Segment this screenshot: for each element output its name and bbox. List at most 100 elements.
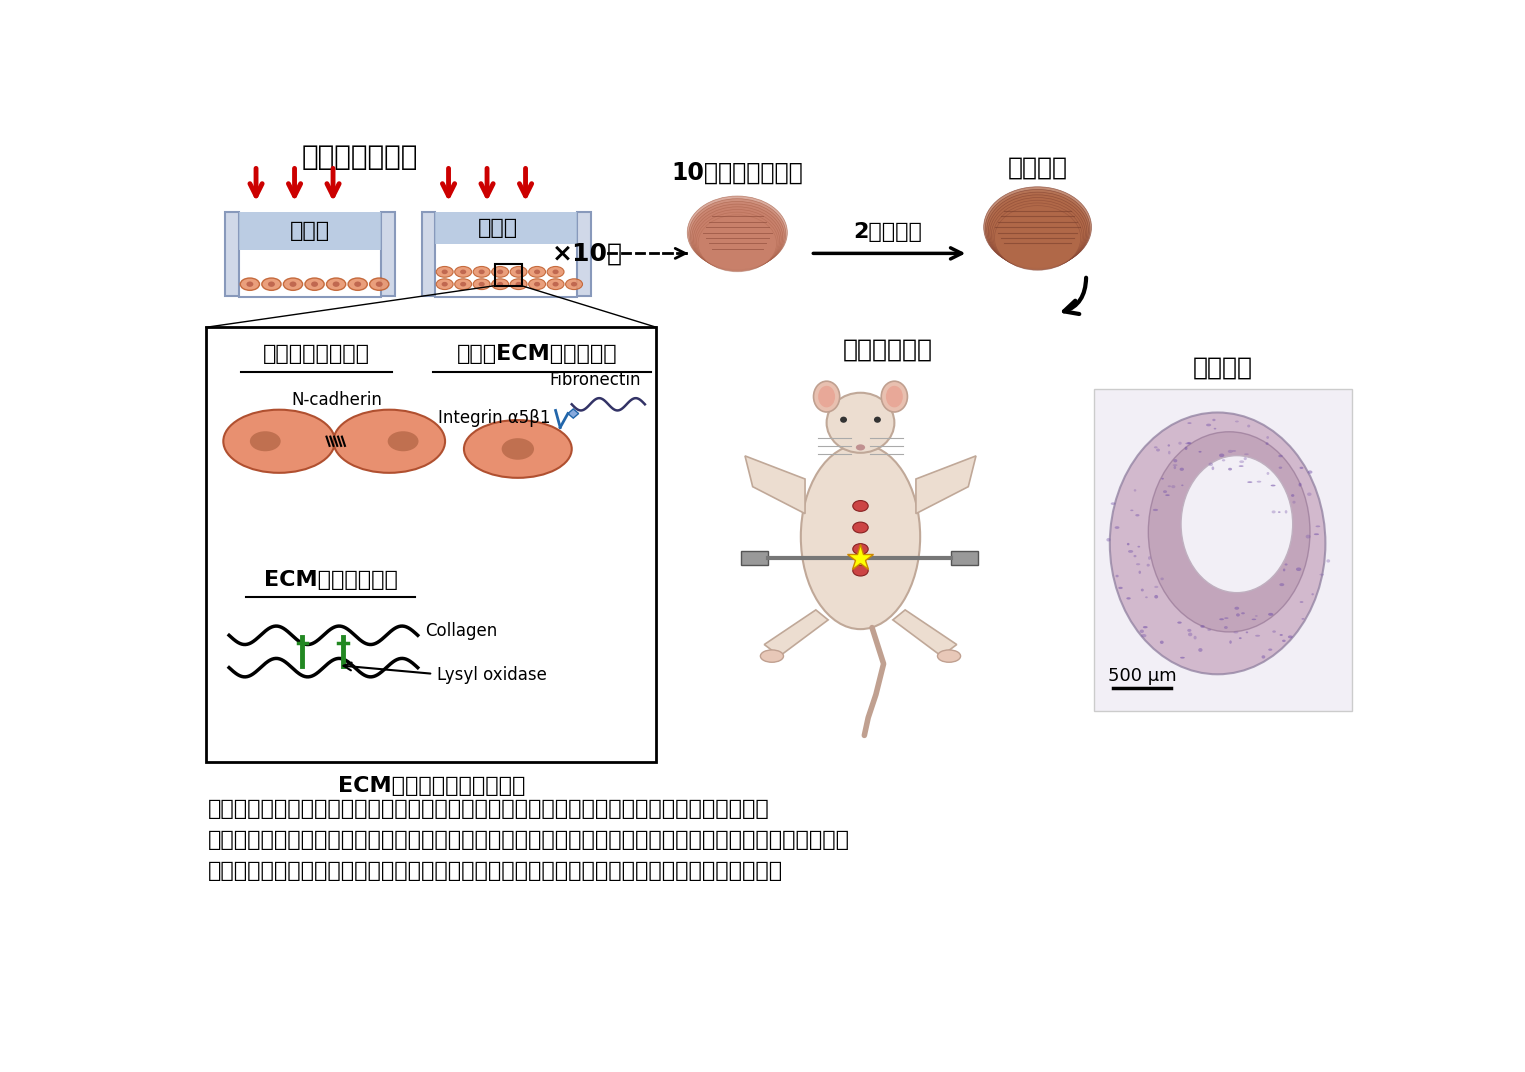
Ellipse shape <box>1141 589 1144 592</box>
Text: 細胞間結合の強化: 細胞間結合の強化 <box>262 344 369 364</box>
Ellipse shape <box>1199 451 1202 452</box>
Ellipse shape <box>1235 613 1240 616</box>
Ellipse shape <box>461 282 467 286</box>
Ellipse shape <box>1182 485 1183 486</box>
Ellipse shape <box>284 278 302 291</box>
Ellipse shape <box>1225 617 1229 619</box>
Polygon shape <box>746 456 805 513</box>
Text: 血管組織: 血管組織 <box>1193 356 1252 379</box>
Text: Collagen: Collagen <box>425 623 497 640</box>
Ellipse shape <box>1266 443 1269 445</box>
Ellipse shape <box>1145 596 1148 598</box>
Ellipse shape <box>1136 563 1141 565</box>
Ellipse shape <box>1148 432 1310 631</box>
Ellipse shape <box>473 267 490 278</box>
Ellipse shape <box>1307 492 1312 496</box>
Ellipse shape <box>1139 570 1141 574</box>
Ellipse shape <box>1244 457 1247 460</box>
Ellipse shape <box>326 278 346 291</box>
Ellipse shape <box>1272 630 1276 632</box>
Ellipse shape <box>529 267 546 278</box>
Ellipse shape <box>1186 442 1191 444</box>
Ellipse shape <box>1156 448 1161 451</box>
Ellipse shape <box>436 267 453 278</box>
Ellipse shape <box>1296 567 1301 571</box>
Ellipse shape <box>1269 649 1272 651</box>
Ellipse shape <box>1222 459 1225 461</box>
Ellipse shape <box>1244 453 1249 455</box>
Ellipse shape <box>1238 465 1243 467</box>
Ellipse shape <box>1238 637 1241 639</box>
Ellipse shape <box>1283 640 1286 642</box>
Polygon shape <box>764 610 828 656</box>
Ellipse shape <box>1266 436 1269 438</box>
Ellipse shape <box>1154 595 1157 598</box>
Ellipse shape <box>1200 625 1205 628</box>
Ellipse shape <box>1228 467 1232 471</box>
Ellipse shape <box>1299 601 1304 602</box>
Ellipse shape <box>1133 555 1136 557</box>
Ellipse shape <box>1218 453 1225 457</box>
Text: Lysyl oxidase: Lysyl oxidase <box>438 667 547 684</box>
Ellipse shape <box>1208 463 1212 466</box>
Text: ×10回: ×10回 <box>552 241 622 266</box>
Ellipse shape <box>1118 586 1122 589</box>
Ellipse shape <box>1153 509 1157 511</box>
Ellipse shape <box>1106 538 1110 541</box>
Ellipse shape <box>1240 460 1244 463</box>
Ellipse shape <box>1127 597 1130 599</box>
Ellipse shape <box>1305 535 1310 538</box>
Ellipse shape <box>1194 636 1197 640</box>
Ellipse shape <box>852 565 868 576</box>
Ellipse shape <box>552 269 558 274</box>
Ellipse shape <box>691 202 784 270</box>
Ellipse shape <box>454 267 471 278</box>
Ellipse shape <box>1225 626 1228 629</box>
Ellipse shape <box>268 282 274 287</box>
Text: た。作製した人工血管を動物の血管に移植することに成功し、移植後長期の安全性を確認した。: た。作製した人工血管を動物の血管に移植することに成功し、移植後長期の安全性を確認… <box>209 861 784 881</box>
Ellipse shape <box>1312 593 1315 595</box>
Ellipse shape <box>1164 490 1167 493</box>
Ellipse shape <box>1212 419 1215 421</box>
Ellipse shape <box>515 282 522 286</box>
Ellipse shape <box>290 282 296 287</box>
Ellipse shape <box>1315 534 1319 535</box>
Ellipse shape <box>1211 466 1214 471</box>
Ellipse shape <box>1284 510 1287 513</box>
Ellipse shape <box>1115 575 1119 578</box>
Ellipse shape <box>241 278 259 291</box>
Ellipse shape <box>1180 467 1183 471</box>
Ellipse shape <box>1206 423 1211 427</box>
Ellipse shape <box>1279 634 1283 636</box>
Ellipse shape <box>1272 510 1275 513</box>
Ellipse shape <box>334 410 445 473</box>
Text: 図　培養細胞のみから人工血管を作製する工程図。低酸素環境と周期的加圧で培養細胞を刺激: 図 培養細胞のみから人工血管を作製する工程図。低酸素環境と周期的加圧で培養細胞を… <box>209 800 770 819</box>
Ellipse shape <box>695 209 779 271</box>
Ellipse shape <box>1133 489 1136 492</box>
Ellipse shape <box>697 212 778 271</box>
Ellipse shape <box>1316 525 1321 527</box>
Ellipse shape <box>387 431 418 451</box>
Text: N-cadherin: N-cadherin <box>291 391 383 410</box>
Text: 10層の細胞シート: 10層の細胞シート <box>671 161 804 185</box>
Ellipse shape <box>547 279 564 289</box>
Ellipse shape <box>311 282 319 287</box>
Ellipse shape <box>1148 556 1151 560</box>
Text: することで、細胞と細胞外マトリックスが密なネットワークを構築し、人工血管を作製することを可能にし: することで、細胞と細胞外マトリックスが密なネットワークを構築し、人工血管を作製す… <box>209 830 851 850</box>
Ellipse shape <box>1278 511 1281 513</box>
Ellipse shape <box>1307 471 1313 474</box>
Ellipse shape <box>817 386 836 407</box>
Ellipse shape <box>1142 626 1148 628</box>
Ellipse shape <box>987 192 1089 268</box>
Ellipse shape <box>473 279 490 289</box>
Ellipse shape <box>1135 515 1139 517</box>
Ellipse shape <box>1283 568 1286 571</box>
Ellipse shape <box>990 197 1086 269</box>
Ellipse shape <box>1185 443 1191 445</box>
Text: Fibronectin: Fibronectin <box>549 371 640 389</box>
Ellipse shape <box>1269 613 1273 615</box>
Ellipse shape <box>1246 631 1247 634</box>
Text: 500 μm: 500 μm <box>1109 667 1177 685</box>
Text: 細胞とECMの結合強化: 細胞とECMの結合強化 <box>458 344 618 364</box>
Ellipse shape <box>1278 466 1283 468</box>
